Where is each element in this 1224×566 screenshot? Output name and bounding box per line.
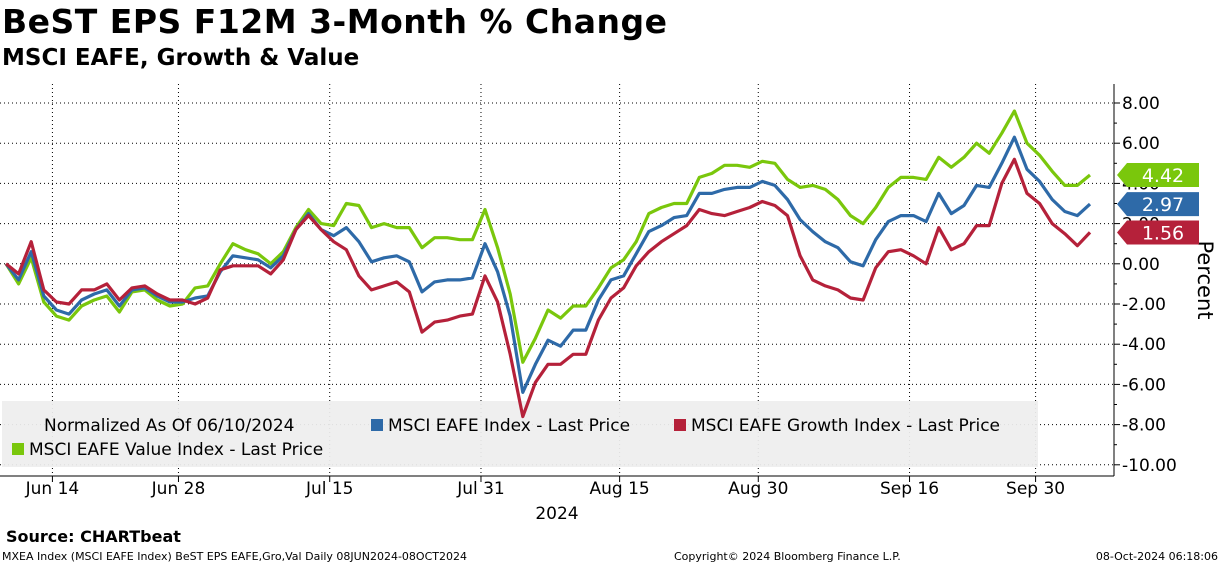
y-tick-label: -10.00 xyxy=(1122,456,1177,476)
x-tick-label: Aug 30 xyxy=(728,479,788,499)
series-line-msci-eafe-value-index-last-price xyxy=(4,109,1092,364)
x-tick-label: Aug 15 xyxy=(590,479,650,499)
y-tick-label: -2.00 xyxy=(1122,295,1166,315)
y-tick-label: 0.00 xyxy=(1122,255,1160,275)
legend-swatch xyxy=(371,419,383,431)
y-tick-label: 6.00 xyxy=(1122,134,1160,154)
last-value-flag: 2.97 xyxy=(1117,192,1199,217)
x-tick-label: Jun 14 xyxy=(25,479,80,499)
last-value-flag: 4.42 xyxy=(1117,162,1199,187)
series-line-msci-eafe-growth-index-last-price xyxy=(4,157,1092,419)
legend-entry: MSCI EAFE Index - Last Price xyxy=(388,416,630,436)
legend-swatch xyxy=(12,443,24,455)
x-tick-label: Jul 31 xyxy=(456,479,505,499)
legend-box xyxy=(2,401,1038,467)
y-tick-label: -8.00 xyxy=(1122,416,1166,436)
x-year-label: 2024 xyxy=(535,504,578,524)
legend-note: Normalized As Of 06/10/2024 xyxy=(44,416,294,436)
chart-title: BeST EPS F12M 3-Month % Change xyxy=(2,2,668,41)
x-tick-label: Jul 15 xyxy=(305,479,354,499)
last-value-flag-bg xyxy=(1117,192,1199,217)
last-value-flag-text: 1.56 xyxy=(1142,222,1184,244)
legend-swatch xyxy=(674,419,686,431)
y-tick-label: -6.00 xyxy=(1122,375,1166,395)
x-tick-label: Sep 16 xyxy=(880,479,939,499)
last-value-flag-bg xyxy=(1117,162,1199,187)
y-tick-label: -4.00 xyxy=(1122,335,1166,355)
last-value-flag-text: 4.42 xyxy=(1142,165,1184,187)
x-tick-label: Sep 30 xyxy=(1006,479,1065,499)
footer-ticker-info: MXEA Index (MSCI EAFE Index) BeST EPS EA… xyxy=(2,550,467,563)
y-tick-label: 8.00 xyxy=(1122,94,1160,114)
x-tick-label: Jun 28 xyxy=(151,479,206,499)
last-value-flag: 1.56 xyxy=(1117,220,1199,245)
chart-subtitle: MSCI EAFE, Growth & Value xyxy=(2,45,360,71)
y-axis-title: Percent xyxy=(1193,240,1217,319)
last-value-flag-bg xyxy=(1117,220,1199,245)
footer-timestamp: 08-Oct-2024 06:18:06 xyxy=(1095,550,1218,563)
source-label: Source: CHARTbeat xyxy=(6,527,181,546)
legend-entry: MSCI EAFE Growth Index - Last Price xyxy=(691,416,1000,436)
legend-entry: MSCI EAFE Value Index - Last Price xyxy=(29,440,323,460)
last-value-flag-text: 2.97 xyxy=(1142,194,1184,216)
footer-copyright: Copyright© 2024 Bloomberg Finance L.P. xyxy=(674,550,901,563)
